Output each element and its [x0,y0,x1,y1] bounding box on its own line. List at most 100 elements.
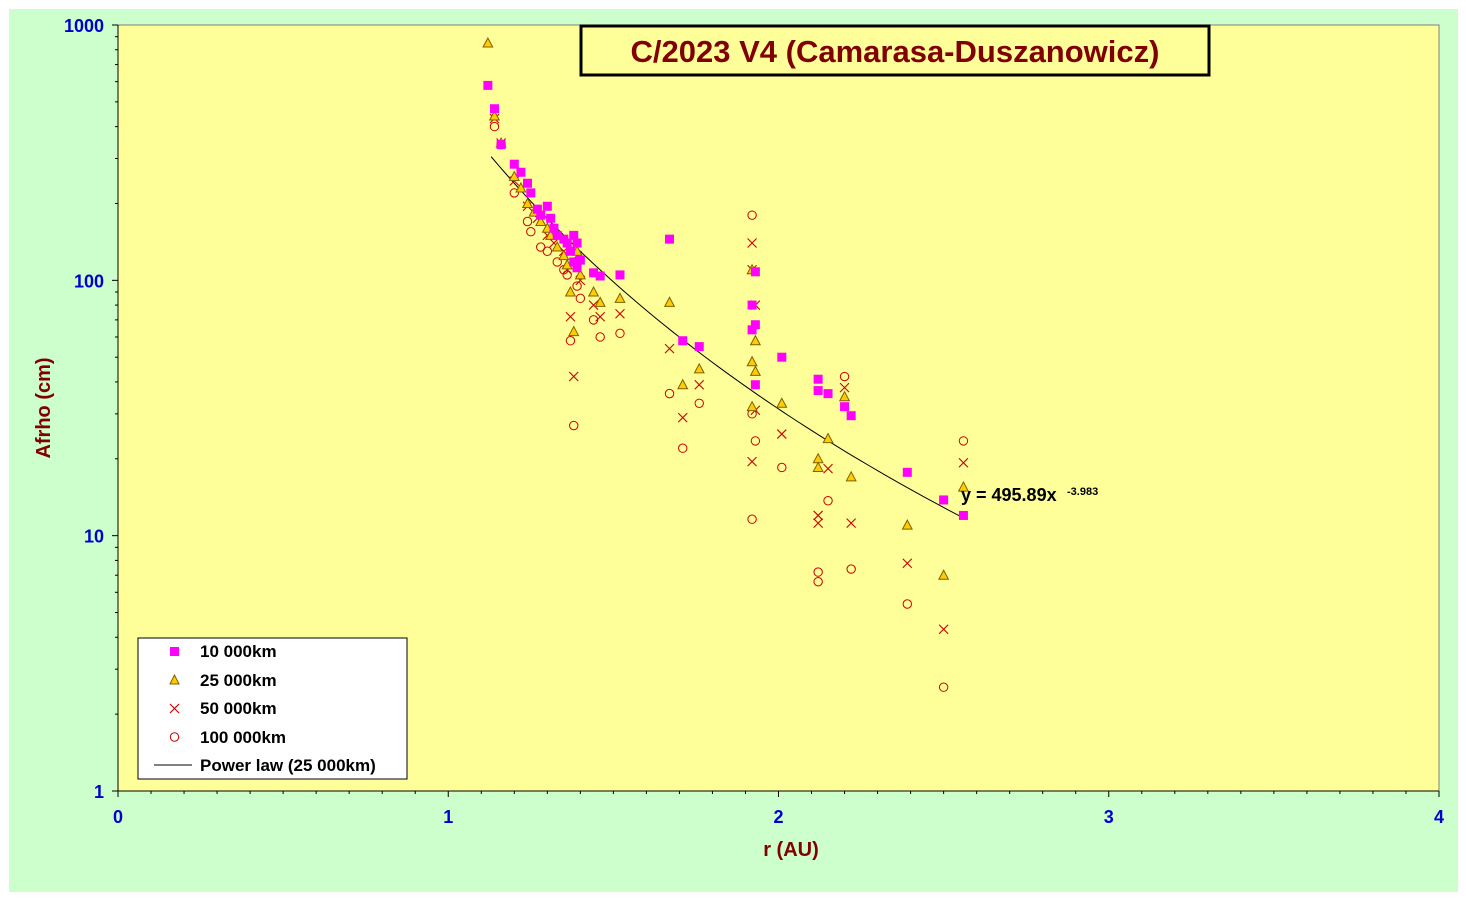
y-axis-tick-labels: 1 10 100 1000 [64,16,104,802]
data-point-triangle [521,197,534,208]
legend-entry-25000km: 25 000km [169,671,277,690]
data-point-circle [813,577,823,587]
data-point-circle [536,242,546,252]
x-axis-ticks [117,791,1440,797]
data-point-triangle [488,109,501,121]
data-point-square [615,270,625,280]
data-point-circle [569,420,579,431]
data-point-square [572,263,582,273]
legend-label: 50 000km [200,699,277,718]
data-point-circle [595,332,605,342]
data-point-circle [823,496,833,506]
data-point-x [776,429,787,439]
data-point-triangle [677,378,689,390]
data-point-circle [542,246,553,256]
data-point-square [575,255,585,265]
data-point-square [542,201,552,211]
title-frame [579,24,1211,77]
data-point-x [747,238,757,248]
data-point-circle [526,227,536,237]
data-point-triangle [614,292,626,303]
data-point-circle [509,188,519,198]
data-point-circle [565,336,576,346]
data-point-triangle [746,400,758,412]
data-point-triangle [812,461,824,472]
data-point-triangle [663,296,676,307]
x-tick-label: 4 [1434,807,1444,827]
data-point-triangle [746,355,758,367]
data-point-x [813,518,824,528]
data-point-triangle [551,240,563,252]
legend-circle-marker [169,732,180,742]
fit-equation: y = 495.89x -3.983 [961,485,1098,505]
data-point-circle [678,443,688,453]
data-point-circle [902,599,912,609]
legend: 10 000km 25 000km 50 000km 100 000km Pow… [137,637,408,780]
data-point-square [516,167,526,177]
data-point-x [615,308,625,319]
data-point-x [823,463,833,474]
legend-x-marker [169,703,180,714]
data-point-circle [572,281,582,291]
data-point-square [665,234,675,244]
data-point-square [569,230,579,240]
y-tick-label: 100 [74,271,104,291]
data-point-x [565,311,576,322]
data-point-x [839,382,850,393]
series-10000km [483,80,968,520]
data-points-layer [482,36,970,692]
y-axis-ticks [112,24,118,792]
data-point-square [595,271,605,281]
data-point-circle [813,567,823,577]
data-point-x [694,379,705,390]
data-point-circle [750,436,761,446]
data-point-x [664,343,675,354]
data-point-square [509,159,519,169]
data-point-square [846,411,856,421]
legend-label: Power law (25 000km) [200,756,376,775]
data-point-square [840,402,850,412]
data-point-circle [839,371,850,382]
data-point-triangle [587,285,600,297]
series-25000km [482,36,970,580]
data-point-square [546,213,556,223]
data-point-square [902,467,912,477]
legend-label: 100 000km [200,728,286,747]
data-point-triangle [822,432,834,444]
data-point-square [777,352,787,362]
data-point-square [747,300,757,310]
data-point-circle [562,270,572,280]
x-tick-label: 2 [773,807,783,827]
data-point-square [958,510,968,520]
data-point-square [549,223,559,233]
legend-triangle-marker [169,673,180,685]
y-axis-title: Afrho (cm) [33,357,55,458]
data-point-x [677,412,688,423]
data-point-x [595,311,606,322]
data-point-triangle [693,362,705,374]
data-point-x [938,624,949,635]
data-point-square [939,495,949,505]
data-point-triangle [564,285,577,297]
data-point-circle [747,514,757,524]
data-point-triangle [568,325,580,337]
data-point-square [489,104,499,114]
data-point-x [568,371,579,382]
data-point-circle [846,564,856,574]
data-point-square [750,380,760,390]
data-point-triangle [776,397,788,408]
data-point-square [523,178,533,188]
data-point-x [846,518,857,528]
data-point-x [747,456,757,467]
x-axis-tick-labels: 0 1 2 3 4 [113,807,1444,827]
data-point-circle [938,682,949,692]
x-tick-label: 3 [1104,807,1114,827]
legend-box [137,637,408,780]
chart-title: C/2023 V4 (Camarasa-Duszanowicz) [631,34,1160,69]
x-axis-title: r (AU) [763,839,819,861]
data-point-circle [489,121,500,132]
data-point-triangle [845,470,857,482]
legend-label: 10 000km [200,642,277,661]
data-point-x [958,457,969,468]
data-point-square [565,246,575,256]
